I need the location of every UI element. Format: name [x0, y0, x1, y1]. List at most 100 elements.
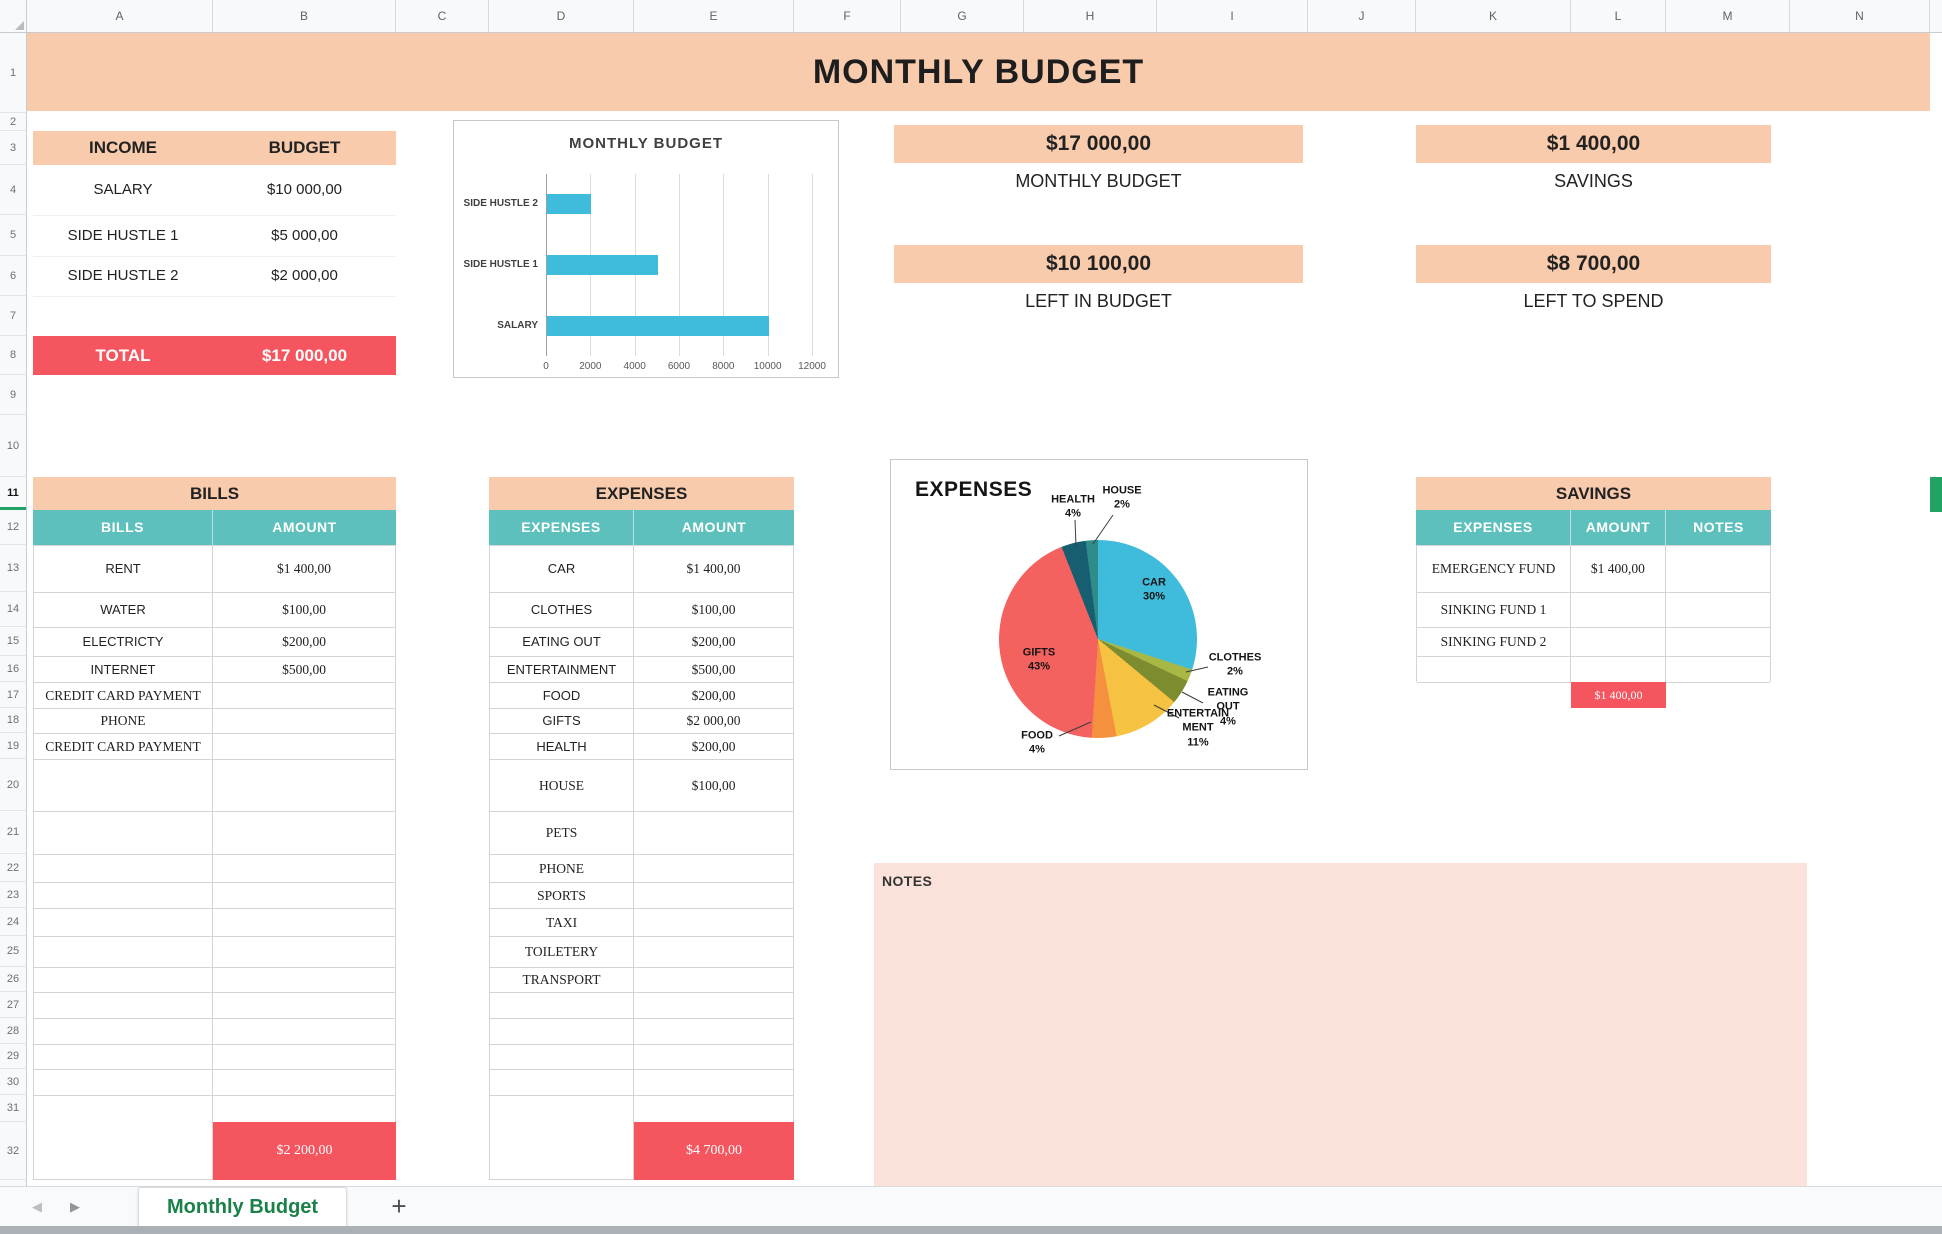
- table-row[interactable]: PHONE: [34, 709, 395, 734]
- savings-column-header[interactable]: EXPENSES AMOUNT NOTES: [1416, 510, 1771, 545]
- table-row[interactable]: EATING OUT $200,00: [490, 628, 793, 657]
- summary-value[interactable]: $17 000,00: [894, 125, 1303, 163]
- prev-sheet-arrow-icon[interactable]: ◀: [32, 1199, 42, 1214]
- cell[interactable]: [34, 909, 214, 936]
- cell[interactable]: $500,00: [282, 662, 326, 677]
- row-header-31[interactable]: 31: [0, 1095, 26, 1122]
- cell[interactable]: [490, 993, 635, 1018]
- row-header-13[interactable]: 13: [0, 545, 26, 592]
- row-header-12[interactable]: 12: [0, 510, 26, 545]
- row-header-1[interactable]: 1: [0, 33, 26, 113]
- cell[interactable]: PHONE: [490, 855, 635, 882]
- income-item-amount[interactable]: $5 000,00: [271, 227, 338, 244]
- table-row[interactable]: INTERNET $500,00: [34, 657, 395, 683]
- table-row[interactable]: [490, 1070, 793, 1096]
- row-header-16[interactable]: 16: [0, 656, 26, 682]
- cell[interactable]: [634, 883, 793, 908]
- income-item-label[interactable]: SALARY: [93, 181, 153, 198]
- table-row[interactable]: HEALTH $200,00: [490, 734, 793, 760]
- summary-left-in-budget[interactable]: $10 100,00 LEFT IN BUDGET: [894, 245, 1303, 320]
- cell[interactable]: [213, 709, 395, 733]
- cell[interactable]: [213, 937, 395, 967]
- cell[interactable]: CREDIT CARD PAYMENT: [34, 734, 214, 759]
- summary-label[interactable]: SAVINGS: [1554, 171, 1633, 191]
- row-header-23[interactable]: 23: [0, 882, 26, 908]
- table-row[interactable]: TRANSPORT: [490, 968, 793, 993]
- income-row[interactable]: SIDE HUSTLE 2 $2 000,00: [33, 256, 396, 297]
- cell[interactable]: GIFTS: [490, 709, 635, 733]
- column-header-K[interactable]: K: [1416, 0, 1571, 32]
- table-row[interactable]: [34, 937, 395, 968]
- cell[interactable]: $1 400,00: [686, 561, 741, 576]
- expenses-title[interactable]: EXPENSES: [489, 477, 794, 510]
- table-row[interactable]: [1417, 657, 1770, 683]
- cell[interactable]: FOOD: [490, 683, 635, 708]
- cell[interactable]: [213, 812, 395, 854]
- column-header-A[interactable]: A: [27, 0, 213, 32]
- table-row[interactable]: [34, 812, 395, 855]
- row-header-20[interactable]: 20: [0, 759, 26, 811]
- cell[interactable]: TRANSPORT: [490, 968, 635, 992]
- bills-column-header[interactable]: BILLS AMOUNT: [33, 510, 396, 545]
- cell[interactable]: [34, 968, 214, 992]
- summary-value[interactable]: $1 400,00: [1416, 125, 1771, 163]
- add-sheet-button[interactable]: +: [391, 1191, 407, 1221]
- table-row[interactable]: [34, 855, 395, 883]
- cell[interactable]: $100,00: [691, 778, 736, 793]
- row-header-28[interactable]: 28: [0, 1018, 26, 1044]
- cell[interactable]: SPORTS: [490, 883, 635, 908]
- cell[interactable]: [634, 1019, 793, 1044]
- table-row[interactable]: [34, 1045, 395, 1070]
- row-header-8[interactable]: 8: [0, 336, 26, 375]
- row-header-29[interactable]: 29: [0, 1044, 26, 1069]
- cell[interactable]: $100,00: [691, 602, 736, 617]
- expenses-total-label-cell[interactable]: [489, 1122, 634, 1180]
- table-row[interactable]: GIFTS $2 000,00: [490, 709, 793, 734]
- table-row[interactable]: [34, 1019, 395, 1045]
- table-row[interactable]: [34, 909, 395, 937]
- table-row[interactable]: [34, 993, 395, 1019]
- summary-left-to-spend[interactable]: $8 700,00 LEFT TO SPEND: [1416, 245, 1771, 320]
- table-row[interactable]: SINKING FUND 2: [1417, 628, 1770, 657]
- expenses-pie-chart[interactable]: EXPENSES CAR 30% CLOTHES 2% EATING OUT 4% E…: [890, 459, 1308, 770]
- cell[interactable]: [34, 993, 214, 1018]
- income-row[interactable]: SIDE HUSTLE 1 $5 000,00: [33, 215, 396, 257]
- cell[interactable]: [213, 734, 395, 759]
- cell[interactable]: INTERNET: [34, 657, 214, 682]
- cell[interactable]: $200,00: [691, 634, 736, 649]
- bills-total[interactable]: $2 200,00: [213, 1122, 396, 1180]
- cell[interactable]: EATING OUT: [490, 628, 635, 656]
- table-row[interactable]: [34, 883, 395, 909]
- summary-value[interactable]: $8 700,00: [1416, 245, 1771, 283]
- summary-monthly-budget[interactable]: $17 000,00 MONTHLY BUDGET: [894, 125, 1303, 200]
- table-row[interactable]: [490, 1019, 793, 1045]
- cell[interactable]: [1417, 657, 1572, 682]
- row-header-10[interactable]: 10: [0, 415, 26, 477]
- cell[interactable]: [490, 1045, 635, 1069]
- cell[interactable]: [634, 1070, 793, 1095]
- row-header-17[interactable]: 17: [0, 682, 26, 708]
- income-item-label[interactable]: SIDE HUSTLE 1: [67, 227, 179, 244]
- income-item-label[interactable]: SIDE HUSTLE 2: [67, 267, 179, 284]
- expenses-total[interactable]: $4 700,00: [634, 1122, 794, 1180]
- row-header-7[interactable]: 7: [0, 296, 26, 336]
- cell[interactable]: TOILETERY: [490, 937, 635, 967]
- cell[interactable]: $1 400,00: [1571, 546, 1666, 592]
- cell[interactable]: [634, 1045, 793, 1069]
- cell[interactable]: [34, 812, 214, 854]
- table-row[interactable]: [490, 993, 793, 1019]
- table-row[interactable]: ENTERTAINMENT $500,00: [490, 657, 793, 683]
- cell[interactable]: [490, 1019, 635, 1044]
- row-header-9[interactable]: 9: [0, 375, 26, 415]
- cell[interactable]: SINKING FUND 2: [1417, 628, 1572, 656]
- cell[interactable]: [34, 1070, 214, 1095]
- cell[interactable]: RENT: [34, 546, 214, 592]
- cell[interactable]: CAR: [490, 546, 635, 592]
- row-header-26[interactable]: 26: [0, 967, 26, 992]
- cell[interactable]: PHONE: [34, 709, 214, 733]
- table-row[interactable]: FOOD $200,00: [490, 683, 793, 709]
- row-header-2[interactable]: 2: [0, 113, 26, 131]
- cell[interactable]: ELECTRICTY: [34, 628, 214, 656]
- cell[interactable]: EMERGENCY FUND: [1417, 546, 1572, 592]
- notes-area[interactable]: NOTES: [874, 863, 1807, 1186]
